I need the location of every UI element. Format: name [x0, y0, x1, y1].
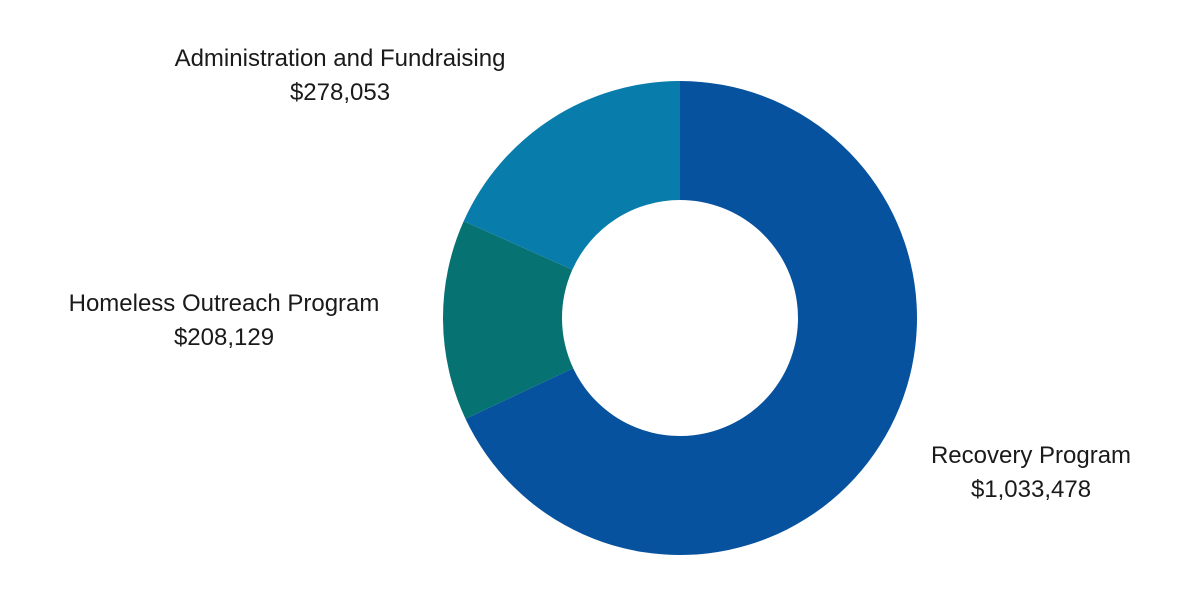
slice-value-recovery-program: $1,033,478 [970, 476, 1092, 503]
slice-homeless-outreach-program [443, 221, 574, 419]
slice-label-homeless-outreach-program: Homeless Outreach Program $208,129 [69, 287, 380, 355]
slice-value-homeless-outreach-program: $208,129 [173, 324, 275, 351]
slice-label-recovery-program: Recovery Program $1,033,478 [931, 439, 1131, 507]
slice-recovery-program [465, 81, 917, 555]
slice-name-recovery-program: Recovery Program [930, 442, 1132, 469]
slice-name-homeless-outreach-program: Homeless Outreach Program [68, 290, 380, 317]
slice-administration-and-fundraising [463, 81, 680, 270]
slice-name-administration-and-fundraising: Administration and Fundraising [174, 45, 506, 72]
slice-label-administration-and-fundraising: Administration and Fundraising $278,053 [175, 42, 506, 110]
slice-value-administration-and-fundraising: $278,053 [289, 79, 391, 106]
